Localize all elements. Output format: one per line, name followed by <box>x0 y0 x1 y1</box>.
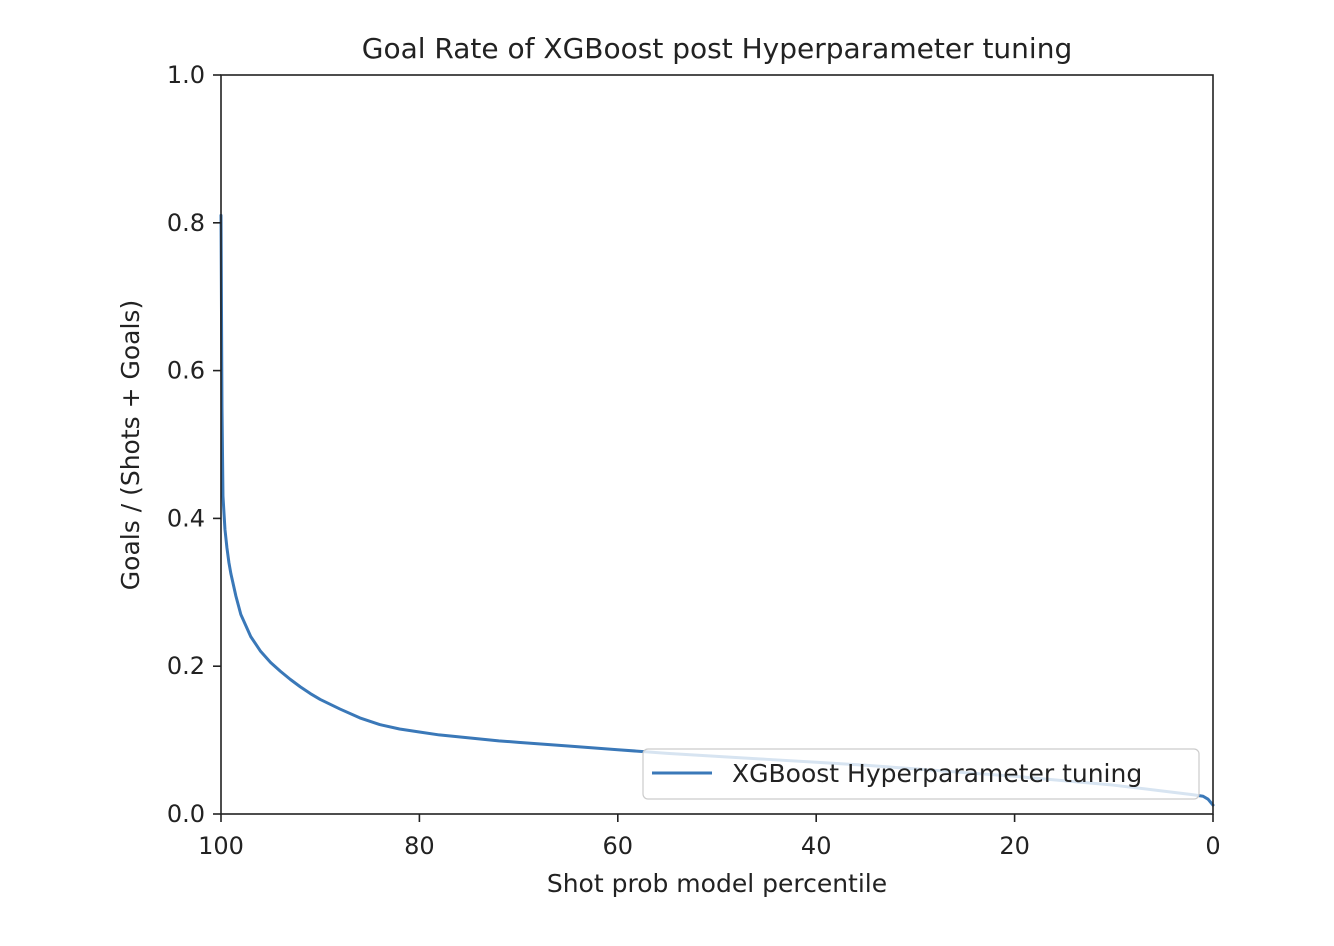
axes-frame <box>220 74 1214 815</box>
x-tick-label: 60 <box>603 832 634 860</box>
x-tick-label: 80 <box>404 832 435 860</box>
legend-box <box>642 748 1200 800</box>
y-tick-label: 0.8 <box>167 209 205 237</box>
x-tick-label: 20 <box>999 832 1030 860</box>
legend: XGBoost Hyperparameter tuning <box>642 748 1200 800</box>
y-tick-label: 0.4 <box>167 504 205 532</box>
x-tick-label: 0 <box>1205 832 1220 860</box>
x-tick-label: 100 <box>198 832 244 860</box>
y-tick-label: 0.2 <box>167 652 205 680</box>
chart-title: Goal Rate of XGBoost post Hyperparameter… <box>362 32 1072 65</box>
x-axis: 100 80 60 40 20 0 <box>198 814 1221 860</box>
y-tick-label: 1.0 <box>167 61 205 89</box>
y-axis-label: Goals / (Shots + Goals) <box>116 300 145 590</box>
y-axis: 0.0 0.2 0.4 0.6 0.8 1.0 <box>167 61 221 828</box>
x-axis-label: Shot prob model percentile <box>547 869 887 898</box>
x-tick-label: 40 <box>801 832 832 860</box>
legend-label: XGBoost Hyperparameter tuning <box>732 759 1142 788</box>
y-tick-label: 0.0 <box>167 800 205 828</box>
y-tick-label: 0.6 <box>167 357 205 385</box>
